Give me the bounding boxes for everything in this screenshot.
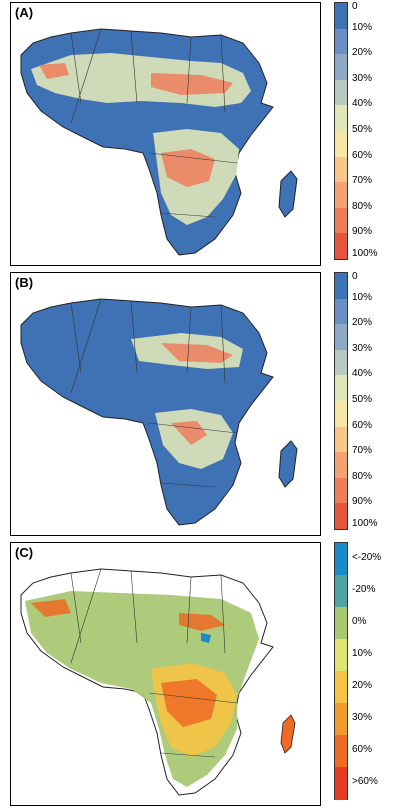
colorbar-box — [335, 703, 347, 736]
colorbar-box — [335, 349, 347, 376]
hotspot-west-a — [39, 63, 69, 79]
colorbar-box — [335, 401, 347, 428]
colorbar-tick-label: <-20% — [352, 552, 382, 563]
colorbar-tick-label: 20% — [352, 680, 373, 691]
colorbar-tick-label: 60% — [352, 744, 373, 755]
colorbar-tick-label: 0 — [352, 1, 358, 12]
colorbar-tick-label: 100% — [352, 518, 378, 529]
map-c: (C) — [10, 542, 321, 806]
colorbar-box — [335, 375, 347, 402]
colorbar-box — [335, 273, 347, 300]
colorbar-tick-label: 40% — [352, 98, 373, 110]
colorbar-tick-label: 10% — [352, 648, 373, 659]
colorbar-tick-label: 50% — [352, 394, 373, 405]
change-madagascar-c — [280, 714, 296, 754]
colorbar-tick-label: 90% — [352, 496, 373, 508]
hotspot-south-a — [161, 149, 215, 187]
colorbar-tick-label: 80% — [352, 470, 373, 482]
colorbar-box — [335, 671, 347, 704]
colorbar-tick-label: 100% — [352, 248, 378, 259]
panel-label-b: (B) — [15, 275, 34, 290]
colorbar-a — [334, 2, 348, 260]
colorbar-box — [335, 3, 347, 30]
colorbar-tick-label: 60% — [352, 419, 373, 431]
panel-c: (C) <-20% -20% 0% 10% 20% 30% 60% >60% — [4, 542, 396, 808]
colorbar-box — [335, 735, 347, 768]
africa-map-b — [20, 298, 298, 526]
colorbar-box — [335, 503, 347, 530]
colorbar-box — [335, 182, 347, 209]
colorbar-box — [335, 452, 347, 479]
colorbar-box — [335, 54, 347, 81]
colorbar-box — [335, 575, 347, 608]
colorbar-tick-label: 70% — [352, 175, 373, 187]
colorbar-tick-label: 30% — [352, 342, 373, 354]
colorbar-tick-label: -20% — [352, 584, 376, 595]
panel-label-c: (C) — [15, 545, 34, 560]
colorbar-tick-label: 20% — [352, 47, 373, 59]
colorbar-box — [335, 426, 347, 453]
africa-map-a — [20, 28, 298, 256]
panel-label-a: (A) — [15, 5, 34, 20]
colorbar-b — [334, 272, 348, 530]
map-a: (A) — [10, 2, 321, 266]
colorbar-box — [335, 233, 347, 260]
colorbar-c — [334, 542, 348, 800]
colorbar-box — [335, 543, 347, 576]
colorbar-tick-label: 30% — [352, 712, 373, 723]
colorbar-box — [335, 79, 347, 106]
hotspot-north-b — [161, 343, 233, 363]
colorbar-tick-label: 70% — [352, 445, 373, 457]
colorbar-tick-label: 30% — [352, 72, 373, 84]
colorbar-box — [335, 477, 347, 504]
colorbar-box — [335, 639, 347, 672]
colorbar-tick-label: 10% — [352, 21, 373, 33]
map-b: (B) — [10, 272, 321, 536]
change-negative-c — [201, 633, 211, 643]
colorbar-box — [335, 207, 347, 234]
colorbar-tick-label: 90% — [352, 226, 373, 238]
colorbar-box — [335, 105, 347, 132]
colorbar-tick-label: 40% — [352, 368, 373, 380]
colorbar-box — [335, 156, 347, 183]
colorbar-tick-label: 60% — [352, 149, 373, 161]
colorbar-box — [335, 767, 347, 800]
colorbar-box — [335, 28, 347, 55]
africa-map-c — [20, 568, 296, 796]
colorbar-tick-label: >60% — [352, 776, 378, 787]
colorbar-tick-label: 80% — [352, 200, 373, 212]
colorbar-box — [335, 324, 347, 351]
panel-a: (A) 0 10% 20% 30% 40% 50% 60% 70% 80% 90% 100% — [4, 2, 396, 268]
hotspot-north-a — [151, 73, 233, 95]
panel-b: (B) 0 10% 20% 30% 40% 50% 60% 70% 80% 90% 100% — [4, 272, 396, 538]
colorbar-tick-label: 20% — [352, 317, 373, 329]
colorbar-tick-label: 50% — [352, 124, 373, 135]
colorbar-tick-label: 0% — [352, 616, 367, 627]
hotspot-south-b — [171, 421, 207, 445]
colorbar-box — [335, 298, 347, 325]
change-high-c — [31, 599, 225, 727]
colorbar-tick-label: 0 — [352, 271, 358, 282]
colorbar-box — [335, 131, 347, 158]
colorbar-tick-label: 10% — [352, 291, 373, 303]
colorbar-box — [335, 607, 347, 640]
